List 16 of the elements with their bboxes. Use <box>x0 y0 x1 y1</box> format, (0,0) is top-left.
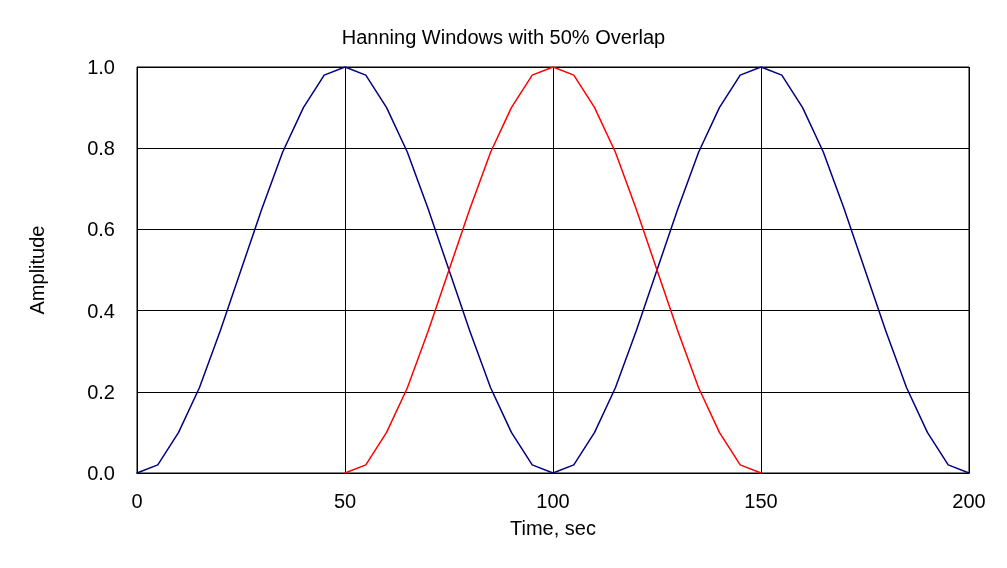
y-axis-title: Amplitude <box>26 225 48 315</box>
x-tick-label: 50 <box>333 490 357 512</box>
x-axis-title: Time, sec <box>510 517 596 539</box>
y-tick-label: 0.6 <box>87 218 115 241</box>
y-tick-label: 0.4 <box>87 299 115 322</box>
x-tick-label: 200 <box>952 490 986 512</box>
line-series <box>136 66 970 474</box>
line-series <box>344 66 762 474</box>
chart-title: Hanning Windows with 50% Overlap <box>341 26 666 48</box>
y-tick-label: 0.0 <box>87 462 115 484</box>
y-tick-label: 1.0 <box>87 56 115 78</box>
x-tick-label: 0 <box>131 490 143 512</box>
y-tick-label: 0.2 <box>87 380 115 403</box>
x-tick-label: 150 <box>744 490 778 512</box>
y-tick-label: 0.8 <box>87 137 115 160</box>
x-tick-label: 100 <box>536 490 570 512</box>
